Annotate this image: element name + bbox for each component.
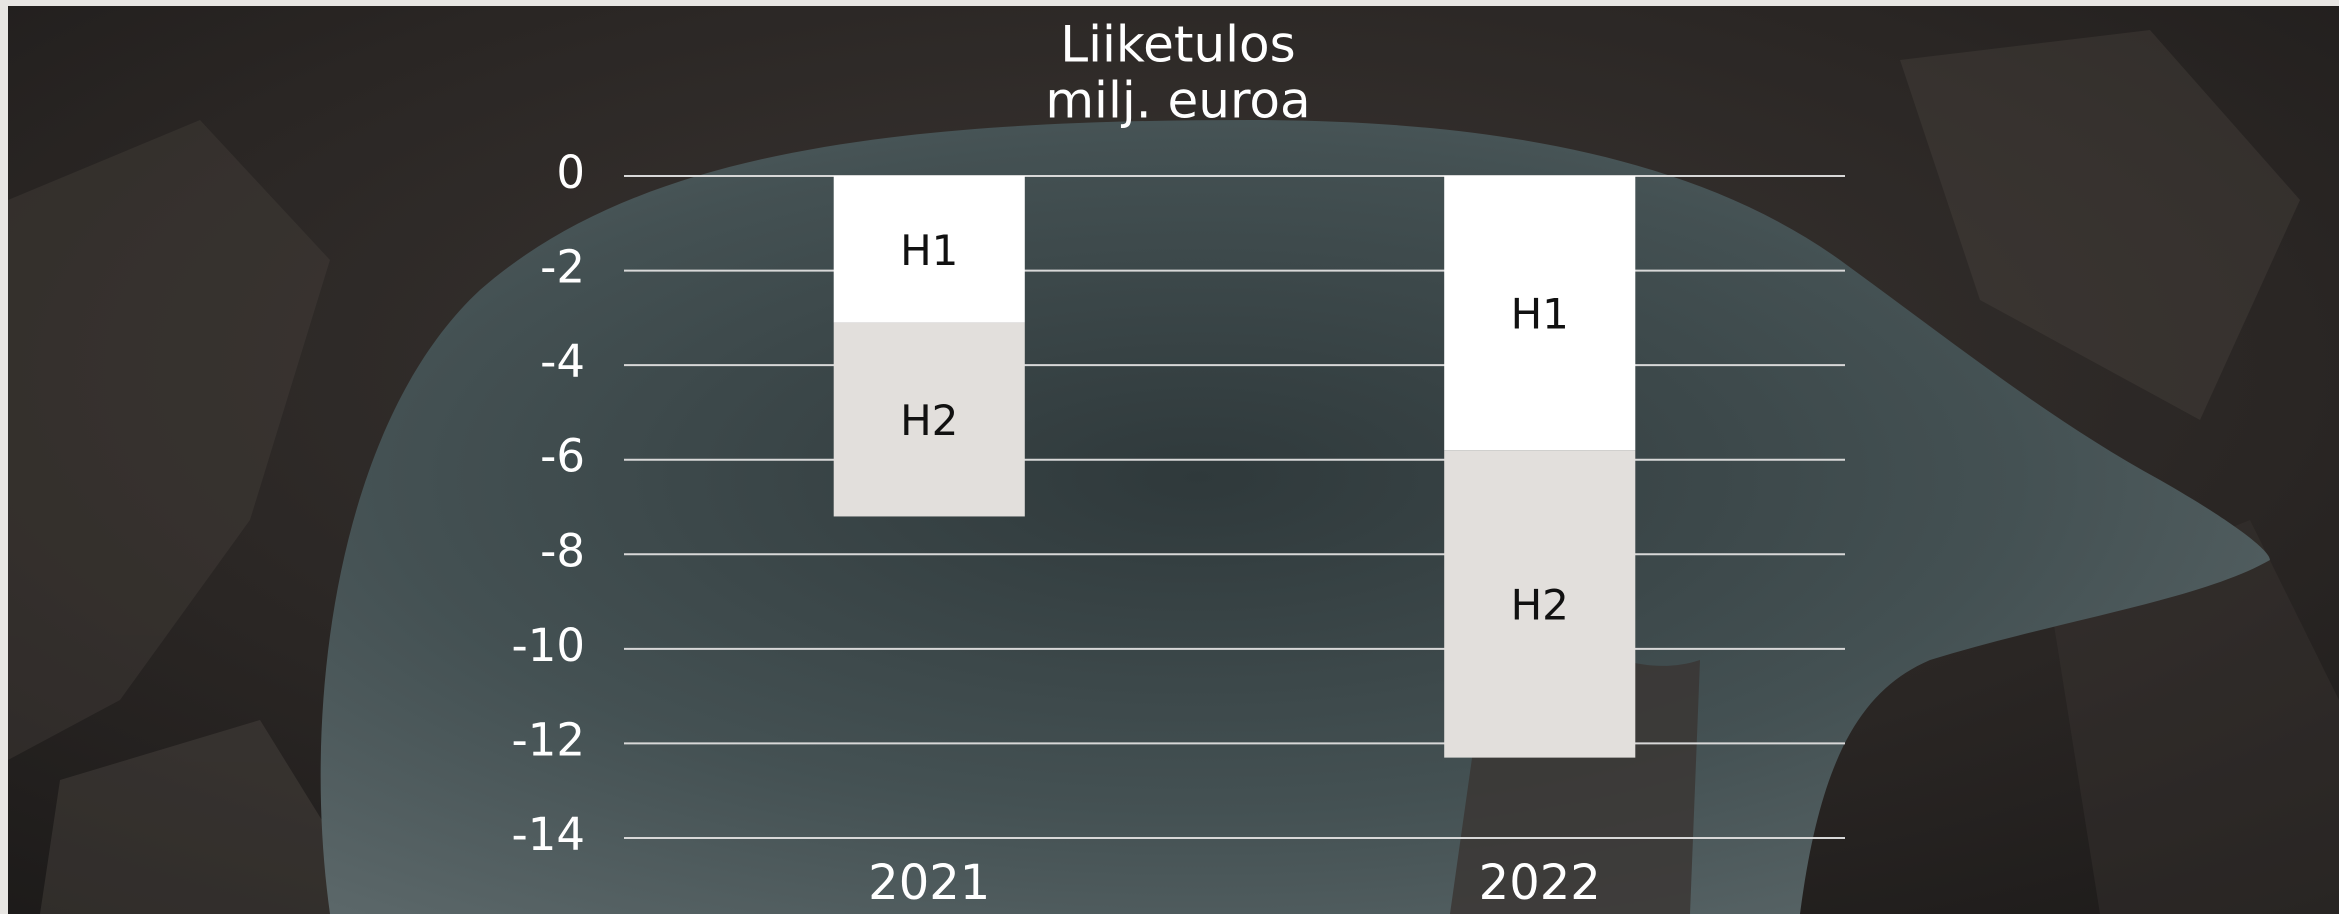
y-tick-label: -6 (540, 430, 585, 483)
segment-label: H1 (900, 226, 958, 275)
chart: Liiketulos milj. euroa 0 -2 -4 -6 -8 -10 -12 -1… (0, 0, 2339, 914)
y-tick-label: -8 (540, 524, 585, 577)
y-tick-label: 0 (556, 146, 585, 199)
y-tick-label: -12 (512, 713, 586, 766)
x-tick-label: 2022 (1479, 855, 1601, 911)
y-tick-label: -10 (512, 619, 586, 672)
segment-label: H1 (1511, 290, 1569, 339)
chart-title: Liiketulos (1060, 16, 1295, 74)
segment-label: H2 (900, 396, 958, 445)
segment-label: H2 (1511, 580, 1569, 629)
y-tick-label: -14 (512, 808, 586, 861)
y-tick-label: -4 (540, 335, 585, 388)
chart-subtitle: milj. euroa (1045, 72, 1310, 130)
x-tick-label: 2021 (868, 855, 990, 911)
y-tick-label: -2 (540, 241, 585, 294)
